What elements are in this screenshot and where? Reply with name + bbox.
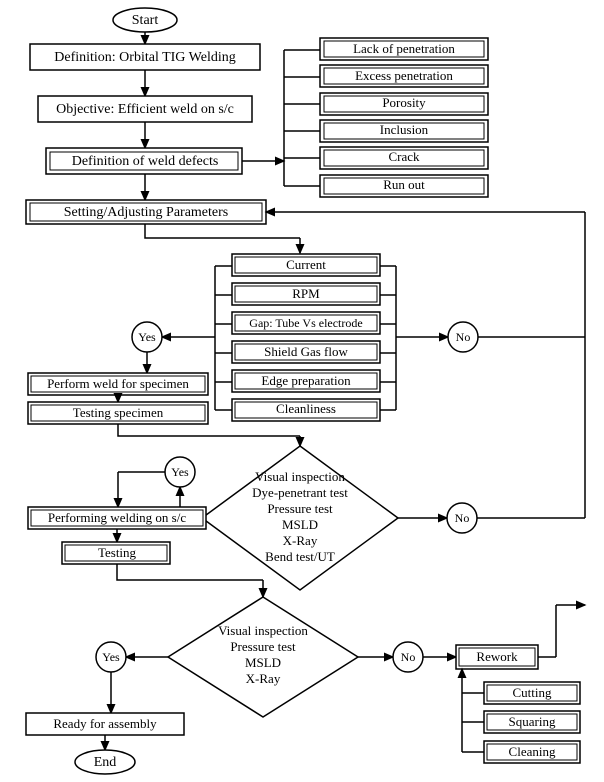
box-testing-spec-label: Testing specimen	[73, 405, 164, 420]
label-no-d2: No	[401, 650, 416, 664]
edge-setting-params	[145, 224, 300, 238]
box-perform-spec-label: Perform weld for specimen	[47, 376, 189, 391]
defect-item-5: Run out	[383, 177, 425, 192]
defect-list: Lack of penetration Excess penetration P…	[242, 38, 488, 197]
box-setting-label: Setting/Adjusting Parameters	[64, 205, 228, 220]
d1-line-1: Dye-penetrant test	[252, 485, 348, 500]
parameter-list: Current RPM Gap: Tube Vs electrode Shiel…	[215, 254, 396, 421]
d1-line-2: Pressure test	[267, 501, 333, 516]
d2-line-2: MSLD	[245, 655, 281, 670]
box-performing-sc-label: Performing welding on s/c	[48, 510, 187, 525]
label-yes-d1: Yes	[171, 465, 189, 479]
label-no-d1: No	[455, 511, 470, 525]
label-no-params: No	[456, 330, 471, 344]
d1-line-0: Visual inspection	[255, 469, 345, 484]
param-item-2: Gap: Tube Vs electrode	[249, 316, 362, 330]
terminal-end-label: End	[94, 755, 117, 770]
param-item-1: RPM	[292, 286, 320, 301]
defect-item-4: Crack	[388, 149, 420, 164]
d2-line-1: Pressure test	[230, 639, 296, 654]
d2-line-0: Visual inspection	[218, 623, 308, 638]
rework-list: Cutting Squaring Cleaning	[462, 669, 580, 763]
defect-item-3: Inclusion	[380, 122, 429, 137]
label-yes-d2: Yes	[102, 650, 120, 664]
defect-item-1: Excess penetration	[355, 68, 453, 83]
d1-line-4: X-Ray	[283, 533, 318, 548]
box-rework-label: Rework	[476, 649, 518, 664]
box-objective-label: Objective: Efficient weld on s/c	[56, 102, 234, 117]
d1-line-3: MSLD	[282, 517, 318, 532]
param-item-5: Cleanliness	[276, 401, 336, 416]
terminal-start-label: Start	[132, 13, 159, 28]
rework-item-0: Cutting	[512, 685, 552, 700]
box-ready-label: Ready for assembly	[53, 716, 157, 731]
box-testing-label: Testing	[98, 545, 137, 560]
param-item-0: Current	[286, 257, 326, 272]
box-definition-label: Definition: Orbital TIG Welding	[54, 50, 236, 65]
defect-item-2: Porosity	[382, 95, 426, 110]
rework-item-1: Squaring	[509, 714, 556, 729]
param-item-3: Shield Gas flow	[264, 344, 348, 359]
d2-line-3: X-Ray	[246, 671, 281, 686]
rework-item-2: Cleaning	[509, 744, 556, 759]
label-yes-params: Yes	[138, 330, 156, 344]
param-item-4: Edge preparation	[261, 373, 351, 388]
box-defects-label: Definition of weld defects	[72, 154, 219, 169]
d1-line-5: Bend test/UT	[265, 549, 335, 564]
defect-item-0: Lack of penetration	[353, 41, 455, 56]
